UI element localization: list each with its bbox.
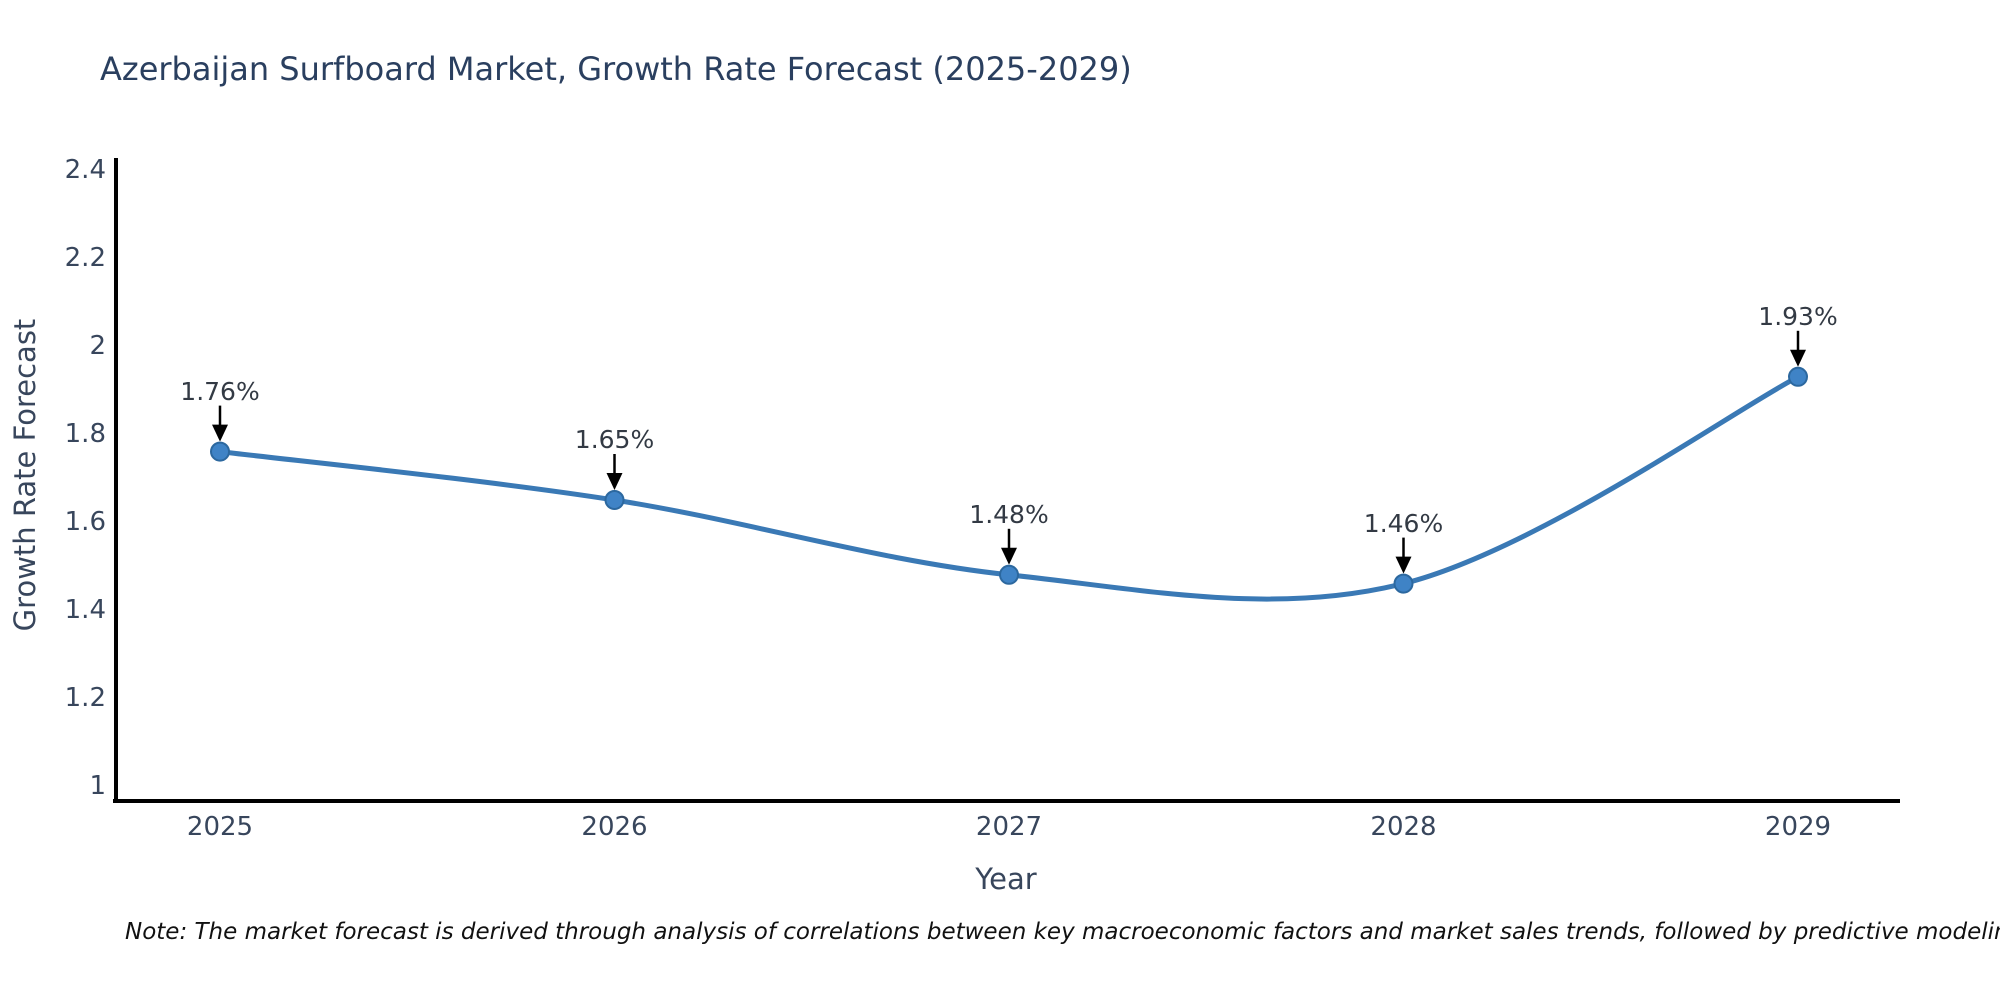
data-point-marker[interactable]: 2029: 1.93% xyxy=(1788,366,1808,387)
data-point-value-label: 1.46% xyxy=(1363,508,1444,538)
y-tick-label: 1.6 xyxy=(64,507,106,537)
x-tick-label: 2025 xyxy=(186,812,254,842)
y-tick-label: 2 xyxy=(89,331,106,361)
y-tick-label: 1.4 xyxy=(64,595,106,625)
chart-title: Azerbaijan Surfboard Market, Growth Rate… xyxy=(100,50,1132,88)
data-point-marker[interactable]: 2025: 1.76% xyxy=(210,441,230,462)
annotation-arrowhead xyxy=(1790,349,1806,367)
y-tick-label: 2.4 xyxy=(64,155,106,185)
x-tick-label: 2028 xyxy=(1370,812,1437,842)
y-tick-label: 1 xyxy=(89,771,106,801)
data-point-marker[interactable]: 2026: 1.65% xyxy=(604,490,625,510)
y-tick-label: 2.2 xyxy=(64,243,106,273)
data-point-marker[interactable]: 2027: 1.48% xyxy=(999,564,1019,585)
data-point-value-label: 1.93% xyxy=(1758,301,1838,331)
y-tick-label: 1.2 xyxy=(64,683,106,713)
x-tick-label: 2026 xyxy=(581,812,648,842)
x-tick-label: 2029 xyxy=(1764,812,1832,842)
x-axis-label: Year xyxy=(975,862,1037,896)
annotation-arrowhead xyxy=(1001,547,1017,565)
data-point-value-label: 1.65% xyxy=(574,425,655,454)
footnote: Note: The market forecast is derived thr… xyxy=(125,919,2000,945)
axis-lines xyxy=(113,158,1900,803)
annotation-arrowhead xyxy=(606,473,623,490)
y-tick-label: 1.8 xyxy=(64,419,106,449)
data-point-value-label: 1.76% xyxy=(180,376,260,406)
x-tick-label: 2027 xyxy=(975,812,1043,842)
annotation-arrowhead xyxy=(212,424,228,442)
y-axis-label: Growth Rate Forecast xyxy=(8,318,42,632)
annotation-arrowhead xyxy=(1395,556,1412,574)
data-point-marker[interactable]: 2028: 1.46% xyxy=(1393,573,1414,594)
data-point-value-label: 1.48% xyxy=(969,499,1049,529)
